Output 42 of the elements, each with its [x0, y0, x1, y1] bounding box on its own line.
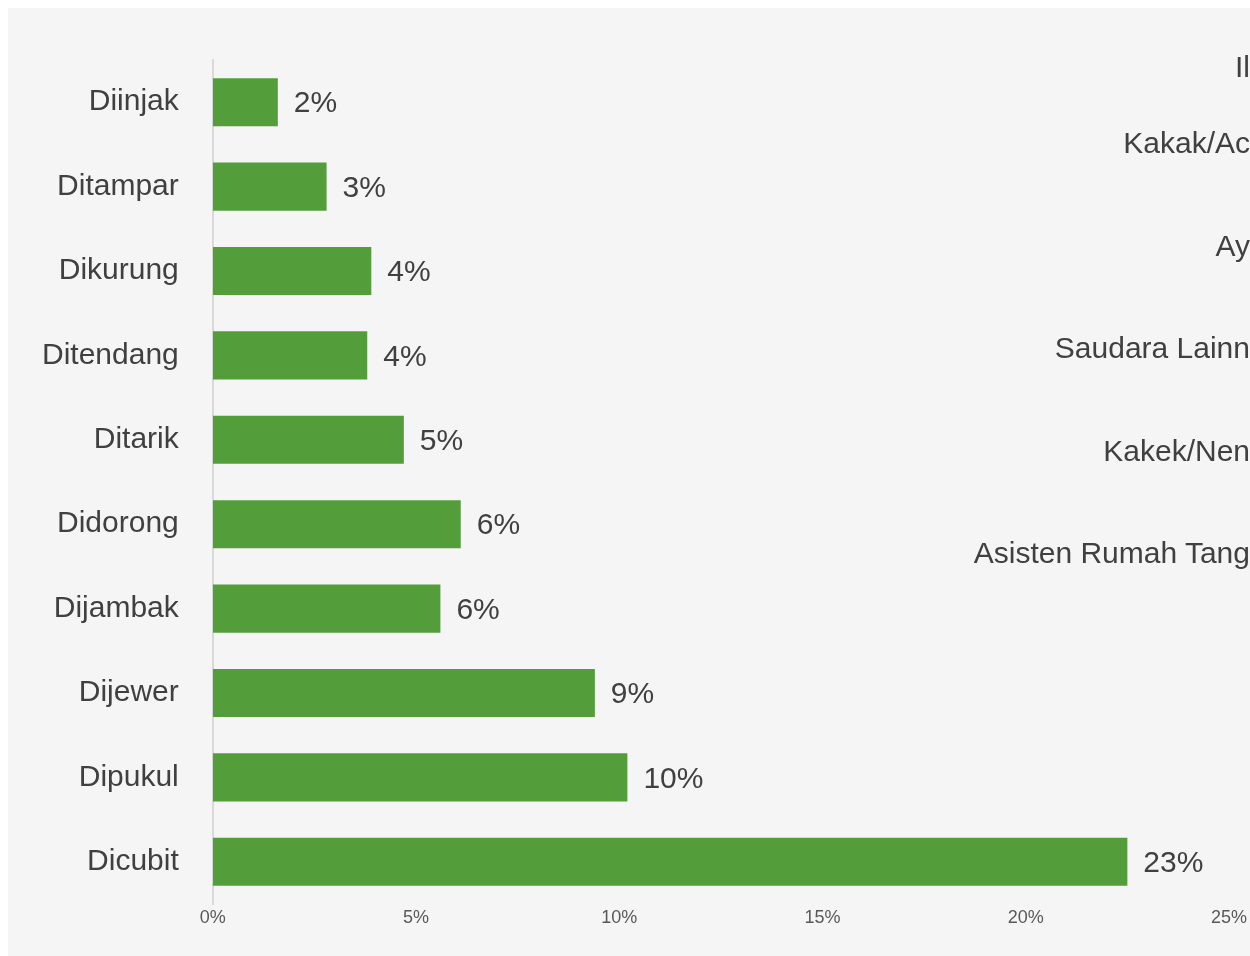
data-label: 9%	[610, 676, 655, 710]
bar	[212, 837, 1128, 886]
data-label: 2%	[293, 85, 338, 119]
y-tick-label: Didorong	[57, 505, 179, 539]
x-tick-label: 10%	[601, 906, 638, 927]
x-tick-label: 20%	[1007, 906, 1044, 927]
bar	[212, 584, 441, 633]
data-label: 4%	[387, 254, 431, 288]
y-tick-label: Dijewer	[78, 674, 179, 708]
data-label: 4%	[383, 338, 427, 372]
bar	[212, 162, 327, 211]
data-label: 5%	[419, 423, 464, 457]
data-label: 10%	[643, 760, 704, 794]
y-tick-label: Dijambak	[53, 589, 180, 623]
y-tick-label: Diinjak	[88, 83, 180, 117]
annotation: Ay	[1215, 228, 1250, 262]
bar	[212, 246, 372, 296]
text: Il	[1235, 50, 1250, 84]
data-label: 23%	[1143, 845, 1204, 879]
y-tick-label: Dipukul	[78, 758, 179, 792]
annotation: Asisten Rumah Tang	[973, 536, 1250, 570]
data-label: 3%	[342, 169, 386, 203]
annotation: Saudara Lainn	[1054, 331, 1250, 365]
bar	[212, 78, 278, 127]
x-tick-label: 5%	[403, 906, 430, 927]
bar	[212, 668, 595, 718]
bar	[212, 753, 628, 802]
y-tick-label: Dikurung	[58, 252, 179, 286]
y-tick-label: Ditarik	[93, 421, 180, 455]
y-tick-label: Dicubit	[87, 843, 180, 877]
bar	[212, 500, 461, 549]
x-tick-label: 0%	[199, 906, 226, 927]
annotation: Kakek/Nen	[1103, 433, 1250, 467]
data-label: 6%	[456, 591, 500, 625]
annotation: Kakak/Ac	[1123, 126, 1250, 160]
y-tick-label: Ditampar	[57, 167, 179, 201]
bar	[212, 331, 368, 380]
y-tick-label: Ditendang	[41, 336, 179, 370]
x-tick-label: 15%	[804, 906, 841, 927]
data-label: 6%	[476, 507, 521, 541]
x-tick-label: 25%	[1210, 906, 1247, 927]
bar	[212, 415, 404, 464]
